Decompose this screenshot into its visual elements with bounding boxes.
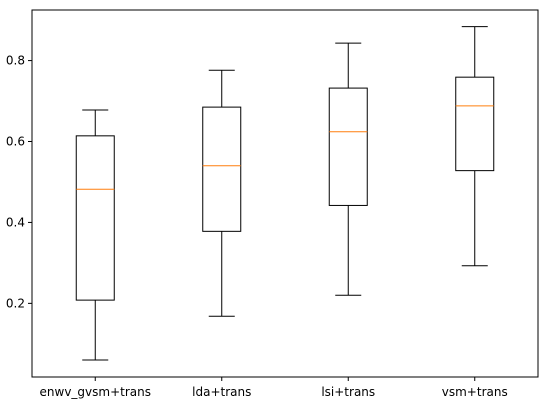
boxes (75, 26, 495, 361)
y-tick-label: 0.8 (6, 54, 25, 68)
y-tick-label: 0.4 (6, 215, 25, 229)
x-tick-label: vsm+trans (442, 385, 508, 399)
x-axis: enwv_gvsm+trans lda+trans lsi+trans vsm+tra… (40, 377, 508, 399)
plot-area (31, 9, 539, 378)
y-tick-label: 0.6 (6, 135, 25, 149)
box-iqr (75, 135, 115, 301)
y-axis: 0.2 0.4 0.6 0.8 (6, 54, 32, 310)
x-tick-label: enwv_gvsm+trans (40, 385, 151, 399)
box-group (455, 26, 495, 267)
y-tick-label: 0.2 (6, 296, 25, 310)
box-group (202, 69, 242, 317)
box-group (328, 42, 368, 296)
x-tick-label: lda+trans (192, 385, 251, 399)
box-iqr (202, 106, 242, 232)
x-tick-label: lsi+trans (321, 385, 375, 399)
box-iqr (328, 87, 368, 206)
box-group (75, 109, 115, 361)
box-iqr (455, 76, 495, 172)
